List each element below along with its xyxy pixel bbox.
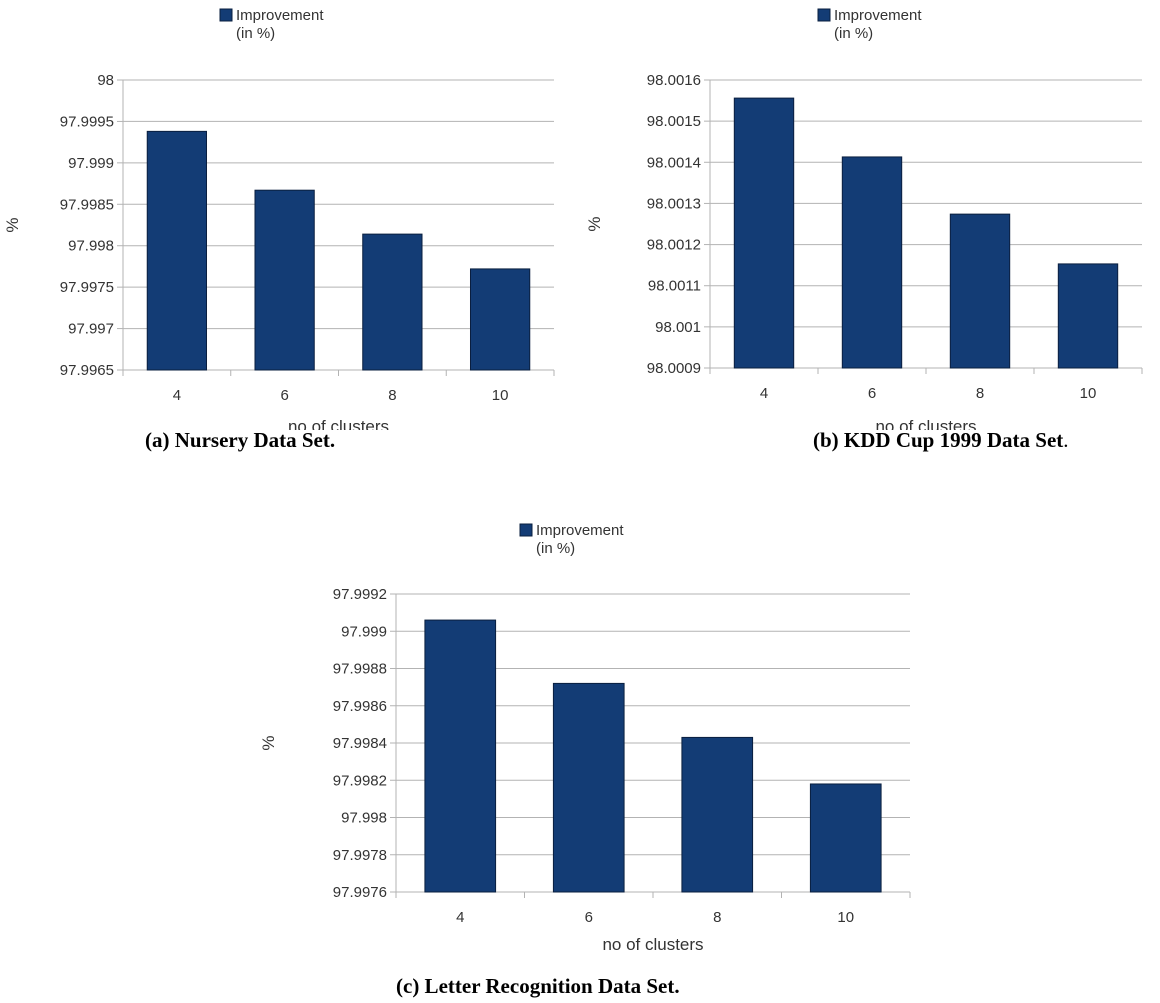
y-tick-label: 98.0014 <box>647 154 701 171</box>
legend-label-line: (in %) <box>536 540 575 557</box>
y-tick-label: 98.0012 <box>647 237 701 254</box>
y-tick-label: 97.9986 <box>333 698 387 715</box>
x-tick-label: 4 <box>173 387 181 404</box>
legend: Improvement (in %) <box>817 7 922 42</box>
chart-b: 98.0009 98.001 98.0011 98.0012 98.0013 98.001… <box>585 7 1143 430</box>
y-tick-label: 97.9982 <box>333 772 387 789</box>
y-tick-label: 98.0009 <box>647 360 701 377</box>
y-tick-label: 97.9976 <box>333 884 387 901</box>
caption-b: (b) KDD Cup 1999 Data Set. <box>813 428 1069 453</box>
y-tick-label: 97.9992 <box>333 586 387 603</box>
legend-label-line: Improvement <box>536 522 624 539</box>
legend-label-line: Improvement <box>834 7 922 24</box>
legend-label: Improvement (in %) <box>236 7 324 42</box>
bar-8 <box>681 736 754 893</box>
y-axis-title: % <box>3 217 22 232</box>
legend: Improvement (in %) <box>519 522 624 557</box>
bar-6 <box>254 189 315 371</box>
y-tick-label: 97.999 <box>68 155 114 172</box>
legend-label-line: (in %) <box>834 25 873 42</box>
bar-10 <box>809 783 882 893</box>
x-tick-label: 10 <box>837 909 854 926</box>
y-tick-label: 97.998 <box>341 810 387 827</box>
caption-b-suffix: . <box>1063 428 1069 452</box>
legend-label-line: (in %) <box>236 25 275 42</box>
y-axis-title: % <box>585 216 604 231</box>
y-tick-label: 97.9975 <box>60 279 114 296</box>
x-tick-label: 8 <box>713 909 721 926</box>
y-tick-label: 97.998 <box>68 238 114 255</box>
x-tick-label: 6 <box>585 909 593 926</box>
y-tick-label: 98.0015 <box>647 113 701 130</box>
x-tick-label: 10 <box>1080 385 1097 402</box>
y-tick-label: 98.0011 <box>648 278 701 295</box>
y-tick-label: 98.001 <box>655 319 701 336</box>
y-axis-title: % <box>259 735 278 750</box>
bar-6 <box>552 682 625 893</box>
y-tick-label: 98.0013 <box>647 195 701 212</box>
x-tick-label: 8 <box>976 385 984 402</box>
legend-label: Improvement (in %) <box>536 522 624 557</box>
bar-4 <box>733 97 795 369</box>
y-tick-label: 98 <box>97 72 114 89</box>
y-tick-label: 98.0016 <box>647 72 701 89</box>
y-tick-label: 97.9985 <box>60 196 114 213</box>
chart-c: 97.9976 97.9978 97.998 97.9982 97.9984 97.998… <box>259 522 911 954</box>
y-tick-label: 97.9988 <box>333 661 387 678</box>
legend-swatch <box>219 8 233 22</box>
x-tick-label: 10 <box>492 387 509 404</box>
caption-c: (c) Letter Recognition Data Set. <box>396 974 680 998</box>
y-tick-label: 97.999 <box>341 623 387 640</box>
y-tick-label: 97.9978 <box>333 847 387 864</box>
legend-swatch <box>817 8 831 22</box>
bar-8 <box>949 213 1011 369</box>
x-tick-label: 6 <box>280 387 288 404</box>
legend-label: Improvement (in %) <box>834 7 922 42</box>
y-tick-label: 97.9984 <box>333 735 387 752</box>
x-axis-title: no of clusters <box>288 417 389 430</box>
caption-b-text: (b) KDD Cup 1999 Data Set <box>813 428 1064 452</box>
x-tick-label: 4 <box>760 385 768 402</box>
y-tick-label: 97.9995 <box>60 113 114 130</box>
legend-label-line: Improvement <box>236 7 324 24</box>
bar-10 <box>469 268 531 371</box>
bar-10 <box>1057 263 1119 369</box>
y-tick-label: 97.9965 <box>60 362 114 379</box>
legend-swatch <box>519 523 533 537</box>
x-tick-label: 4 <box>456 909 464 926</box>
legend: Improvement (in %) <box>219 7 324 42</box>
chart-a: 97.9965 97.997 97.9975 97.998 97.9985 97.999 9… <box>3 7 555 430</box>
bar-4 <box>424 619 497 893</box>
y-tick-label: 97.997 <box>68 321 114 338</box>
x-axis-title: no of clusters <box>602 935 703 954</box>
bar-8 <box>362 233 423 371</box>
x-tick-label: 6 <box>868 385 876 402</box>
bar-6 <box>841 156 903 369</box>
x-axis-title: no of clusters <box>875 417 976 430</box>
x-tick-label: 8 <box>388 387 396 404</box>
bar-4 <box>146 130 208 371</box>
caption-a: (a) Nursery Data Set. <box>145 428 336 452</box>
